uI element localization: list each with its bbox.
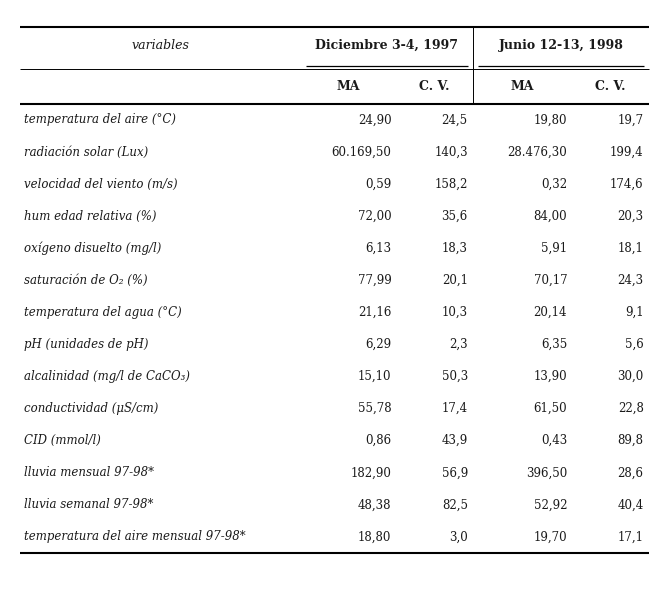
- Text: 6,29: 6,29: [365, 338, 391, 351]
- Text: 55,78: 55,78: [358, 402, 391, 415]
- Text: 20,14: 20,14: [534, 306, 567, 319]
- Text: 70,17: 70,17: [534, 274, 567, 287]
- Text: 21,16: 21,16: [358, 306, 391, 319]
- Text: temperatura del aire mensual 97-98*: temperatura del aire mensual 97-98*: [24, 530, 246, 544]
- Text: lluvia semanal 97-98*: lluvia semanal 97-98*: [24, 498, 153, 511]
- Text: 5,91: 5,91: [541, 242, 567, 255]
- Text: temperatura del agua (°C): temperatura del agua (°C): [24, 306, 182, 319]
- Text: lluvia mensual 97-98*: lluvia mensual 97-98*: [24, 466, 154, 479]
- Text: hum edad relativa (%): hum edad relativa (%): [24, 210, 157, 223]
- Text: radiación solar (Lux): radiación solar (Lux): [24, 146, 149, 159]
- Text: 15,10: 15,10: [358, 370, 391, 383]
- Text: 84,00: 84,00: [534, 210, 567, 223]
- Text: pH (unidades de pH): pH (unidades de pH): [24, 338, 149, 351]
- Text: 24,3: 24,3: [617, 274, 644, 287]
- Text: 60.169,50: 60.169,50: [331, 146, 391, 159]
- Text: 158,2: 158,2: [434, 178, 468, 191]
- Text: MA: MA: [337, 80, 360, 93]
- Text: velocidad del viento (m/s): velocidad del viento (m/s): [24, 178, 178, 191]
- Text: 396,50: 396,50: [526, 466, 567, 479]
- Text: 50,3: 50,3: [442, 370, 468, 383]
- Text: 18,80: 18,80: [358, 530, 391, 544]
- Text: 174,6: 174,6: [610, 178, 644, 191]
- Text: 35,6: 35,6: [442, 210, 468, 223]
- Text: 72,00: 72,00: [358, 210, 391, 223]
- Text: alcalinidad (mg/l de CaCO₃): alcalinidad (mg/l de CaCO₃): [24, 370, 190, 383]
- Text: 22,8: 22,8: [617, 402, 644, 415]
- Text: CID (mmol/l): CID (mmol/l): [24, 434, 101, 447]
- Text: 2,3: 2,3: [449, 338, 468, 351]
- Text: 19,70: 19,70: [534, 530, 567, 544]
- Text: 40,4: 40,4: [617, 498, 644, 511]
- Text: temperatura del aire (°C): temperatura del aire (°C): [24, 113, 176, 127]
- Text: 18,1: 18,1: [617, 242, 644, 255]
- Text: Junio 12-13, 1998: Junio 12-13, 1998: [498, 39, 624, 52]
- Text: 52,92: 52,92: [534, 498, 567, 511]
- Text: 28,6: 28,6: [617, 466, 644, 479]
- Text: 5,6: 5,6: [625, 338, 644, 351]
- Text: 13,90: 13,90: [534, 370, 567, 383]
- Text: conductividad (μS/cm): conductividad (μS/cm): [24, 402, 159, 415]
- Text: 17,1: 17,1: [617, 530, 644, 544]
- Text: 18,3: 18,3: [442, 242, 468, 255]
- Text: variables: variables: [131, 39, 189, 52]
- Text: 0,43: 0,43: [541, 434, 567, 447]
- Text: 89,8: 89,8: [617, 434, 644, 447]
- Text: 6,13: 6,13: [365, 242, 391, 255]
- Text: 199,4: 199,4: [610, 146, 644, 159]
- Text: 17,4: 17,4: [442, 402, 468, 415]
- Text: 19,7: 19,7: [617, 113, 644, 127]
- Text: 61,50: 61,50: [534, 402, 567, 415]
- Text: 56,9: 56,9: [442, 466, 468, 479]
- Text: 6,35: 6,35: [541, 338, 567, 351]
- Text: 9,1: 9,1: [625, 306, 644, 319]
- Text: 77,99: 77,99: [358, 274, 391, 287]
- Text: saturación de O₂ (%): saturación de O₂ (%): [24, 274, 148, 287]
- Text: 48,38: 48,38: [358, 498, 391, 511]
- Text: 82,5: 82,5: [442, 498, 468, 511]
- Text: 20,1: 20,1: [442, 274, 468, 287]
- Text: 0,32: 0,32: [541, 178, 567, 191]
- Text: 30,0: 30,0: [617, 370, 644, 383]
- Text: 28.476,30: 28.476,30: [507, 146, 567, 159]
- Text: 24,5: 24,5: [442, 113, 468, 127]
- Text: MA: MA: [510, 80, 534, 93]
- Text: 24,90: 24,90: [358, 113, 391, 127]
- Text: 0,86: 0,86: [365, 434, 391, 447]
- Text: C. V.: C. V.: [595, 80, 626, 93]
- Text: 140,3: 140,3: [434, 146, 468, 159]
- Text: 10,3: 10,3: [442, 306, 468, 319]
- Text: 3,0: 3,0: [449, 530, 468, 544]
- Text: Diciembre 3-4, 1997: Diciembre 3-4, 1997: [315, 39, 458, 52]
- Text: 20,3: 20,3: [617, 210, 644, 223]
- Text: 0,59: 0,59: [365, 178, 391, 191]
- Text: 19,80: 19,80: [534, 113, 567, 127]
- Text: 43,9: 43,9: [442, 434, 468, 447]
- Text: C. V.: C. V.: [419, 80, 450, 93]
- Text: oxígeno disuelto (mg/l): oxígeno disuelto (mg/l): [24, 242, 161, 255]
- Text: 182,90: 182,90: [351, 466, 391, 479]
